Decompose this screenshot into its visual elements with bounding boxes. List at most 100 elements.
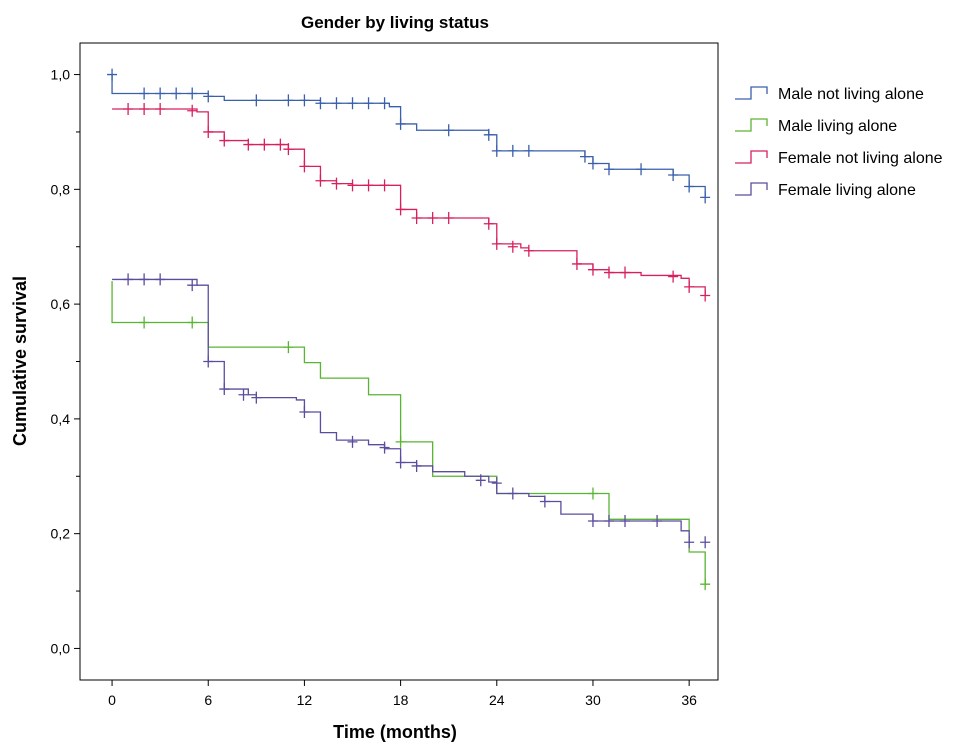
censor-mark: [395, 435, 406, 448]
censor-mark: [427, 212, 438, 225]
censor-mark: [411, 459, 422, 472]
plot-frame: [79, 42, 719, 681]
y-tick-label: 0,0: [51, 640, 71, 656]
legend-item: Female not living alone: [735, 150, 943, 167]
censor-mark: [315, 174, 326, 187]
censor-mark: [507, 487, 518, 500]
censor-mark: [571, 257, 582, 270]
censor-mark: [299, 94, 310, 107]
series-line: [112, 278, 690, 543]
censor-mark: [395, 203, 406, 216]
chart-title: Gender by living status: [301, 13, 489, 32]
x-tick-label: 18: [393, 692, 409, 708]
censor-mark: [187, 316, 198, 329]
censor-mark: [283, 143, 294, 156]
censor-mark: [587, 157, 598, 170]
censor-mark: [363, 179, 374, 192]
x-tick-label: 12: [297, 692, 313, 708]
censor-mark: [507, 144, 518, 157]
censor-mark: [483, 217, 494, 230]
censor-mark: [155, 273, 166, 286]
censor-mark: [395, 117, 406, 130]
censor-mark: [139, 102, 150, 115]
series-line: [112, 108, 706, 296]
y-axis-label: Cumulative survival: [10, 276, 30, 446]
censor-mark: [700, 289, 711, 302]
censor-mark: [155, 87, 166, 100]
censor-mark: [700, 191, 711, 204]
censor-mark: [652, 515, 663, 528]
censor-mark: [203, 355, 214, 368]
censor-mark: [379, 97, 390, 110]
censor-mark: [155, 102, 166, 115]
censor-mark: [587, 515, 598, 528]
y-tick-label: 0,8: [51, 181, 71, 197]
censor-mark: [668, 270, 679, 283]
censor-mark: [139, 273, 150, 286]
censor-mark: [123, 273, 134, 286]
legend-swatch: [735, 86, 768, 100]
y-tick-label: 0,2: [51, 526, 71, 542]
x-tick-label: 30: [585, 692, 601, 708]
legend-item: Male not living alone: [735, 86, 924, 103]
censor-mark: [587, 487, 598, 500]
censor-mark: [684, 180, 695, 193]
y-axis: 0,0 0,2 0,4 0,6 0,8 1,0: [51, 67, 80, 656]
y-tick-label: 0,4: [51, 411, 71, 427]
censor-mark: [491, 477, 502, 490]
censor-mark: [620, 266, 631, 279]
censor-mark: [315, 97, 326, 110]
legend-label: Male not living alone: [778, 86, 924, 103]
censor-mark: [603, 266, 614, 279]
legend: Male not living alone Male living alone Fe…: [735, 86, 943, 199]
censor-mark: [187, 104, 198, 117]
x-tick-label: 6: [204, 692, 212, 708]
plot-area-border: [79, 42, 719, 681]
series-4: [112, 273, 711, 549]
censor-mark: [363, 97, 374, 110]
series-1: [107, 68, 711, 204]
censor-mark: [283, 94, 294, 107]
y-tick-label: 1,0: [51, 67, 71, 83]
censor-mark: [587, 263, 598, 276]
censor-mark: [684, 280, 695, 293]
censor-mark: [275, 138, 286, 151]
censor-mark: [523, 144, 534, 157]
censor-mark: [483, 128, 494, 141]
censor-mark: [411, 212, 422, 225]
censor-mark: [331, 177, 342, 190]
legend-label: Male living alone: [778, 118, 897, 135]
censor-mark: [219, 383, 230, 396]
censor-mark: [539, 495, 550, 508]
censor-mark: [700, 536, 711, 549]
censor-mark: [379, 179, 390, 192]
censor-mark: [251, 94, 262, 107]
x-tick-label: 0: [108, 692, 116, 708]
legend-label: Female living alone: [778, 182, 916, 199]
x-tick-label: 24: [489, 692, 505, 708]
series-line: [111, 74, 706, 198]
censor-mark: [171, 87, 182, 100]
censor-mark: [299, 406, 310, 419]
censor-mark: [238, 388, 249, 401]
censor-mark: [603, 515, 614, 528]
censor-mark: [443, 212, 454, 225]
censor-mark: [139, 87, 150, 100]
censor-mark: [139, 316, 150, 329]
y-tick-label: 0,6: [51, 296, 71, 312]
censor-mark: [491, 144, 502, 157]
legend-item: Male living alone: [735, 118, 897, 135]
x-axis: 0 6 12 18 24 30 36: [108, 680, 697, 708]
legend-swatch: [735, 150, 768, 164]
censor-mark: [507, 240, 518, 253]
censor-mark: [700, 578, 711, 591]
censor-mark: [347, 435, 358, 448]
x-tick-label: 36: [681, 692, 697, 708]
series-2: [111, 281, 711, 591]
series-3: [112, 102, 711, 302]
censor-mark: [219, 134, 230, 147]
censor-mark: [123, 102, 134, 115]
legend-item: Female living alone: [735, 182, 916, 199]
censor-mark: [187, 87, 198, 100]
